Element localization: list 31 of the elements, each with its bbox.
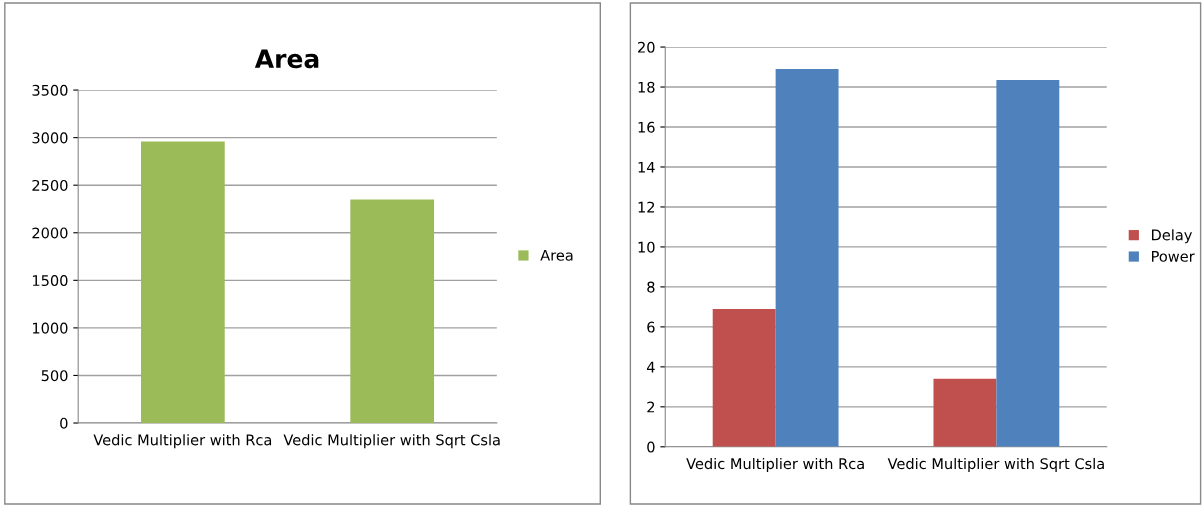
bar [712,308,776,447]
x-tick-label: Vedic Multiplier with Sqrt Csla [283,434,500,449]
x-tick-label: Vedic Multiplier with Rca [686,457,864,473]
y-tick-label: 10 [638,241,655,253]
y-tick-label: 0 [647,441,655,453]
x-tick-label: Vedic Multiplier with Sqrt Csla [887,457,1104,473]
y-tick-label: 6 [647,321,655,333]
legend-label: Area [540,249,573,261]
y-tick-label: 0 [60,417,68,429]
y-tick-label: 16 [638,121,655,133]
y-tick-label: 3000 [32,132,68,144]
x-tick-label: Vedic Multiplier with Rca [93,434,272,449]
y-tick-label: 4 [646,361,655,373]
y-tick-label: 500 [41,370,68,382]
y-tick-label: 2000 [32,227,68,239]
y-tick-label: 2500 [32,179,68,191]
y-tick-label: 1500 [32,275,68,287]
y-tick-label: 2 [647,401,655,413]
y-tick-label: 12 [638,201,655,213]
chart-title: Area [254,49,319,69]
y-tick-label: 1000 [32,322,68,334]
bar [996,80,1060,447]
y-tick-label: 20 [638,41,655,53]
y-tick-label: 14 [638,161,655,173]
y-tick-label: 3500 [32,84,68,96]
bar [933,378,997,447]
y-tick-label: 8 [647,281,655,293]
bar [775,69,839,447]
y-tick-label: 18 [638,81,655,93]
legend-label: Delay [1152,229,1192,244]
legend-label: Power [1152,251,1195,262]
